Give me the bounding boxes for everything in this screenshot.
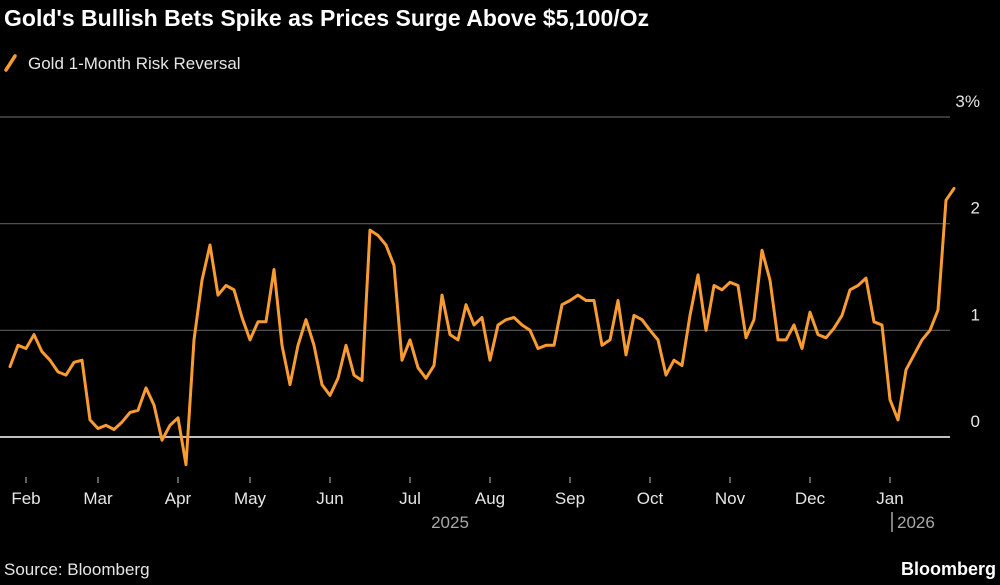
x-tick-label: Aug — [475, 489, 505, 508]
x-tick-label: Apr — [165, 489, 192, 508]
x-tick-label: Nov — [715, 489, 746, 508]
legend-swatch — [4, 54, 17, 72]
data-line — [8, 187, 956, 467]
x-tick-label: Jul — [399, 489, 421, 508]
x-tick-label: Sep — [555, 489, 585, 508]
x-tick-label: Jan — [876, 489, 903, 508]
x-tick-label: Mar — [83, 489, 113, 508]
year-label: 2025 — [431, 513, 469, 532]
x-tick-label: May — [234, 489, 267, 508]
y-tick-label: 3% — [955, 92, 980, 111]
brand-logo: Bloomberg — [901, 559, 996, 579]
y-tick-label: 1 — [971, 305, 980, 324]
x-tick-label: Feb — [11, 489, 40, 508]
legend-label: Gold 1-Month Risk Reversal — [28, 54, 241, 73]
source-note: Source: Bloomberg — [4, 560, 150, 579]
x-tick-label: Jun — [316, 489, 343, 508]
x-tick-label: Dec — [795, 489, 826, 508]
x-tick-label: Oct — [637, 489, 664, 508]
y-tick-label: 0 — [971, 412, 980, 431]
chart-title: Gold's Bullish Bets Spike as Prices Surg… — [4, 5, 649, 31]
y-tick-label: 2 — [971, 199, 980, 218]
year-label: 2026 — [897, 513, 935, 532]
